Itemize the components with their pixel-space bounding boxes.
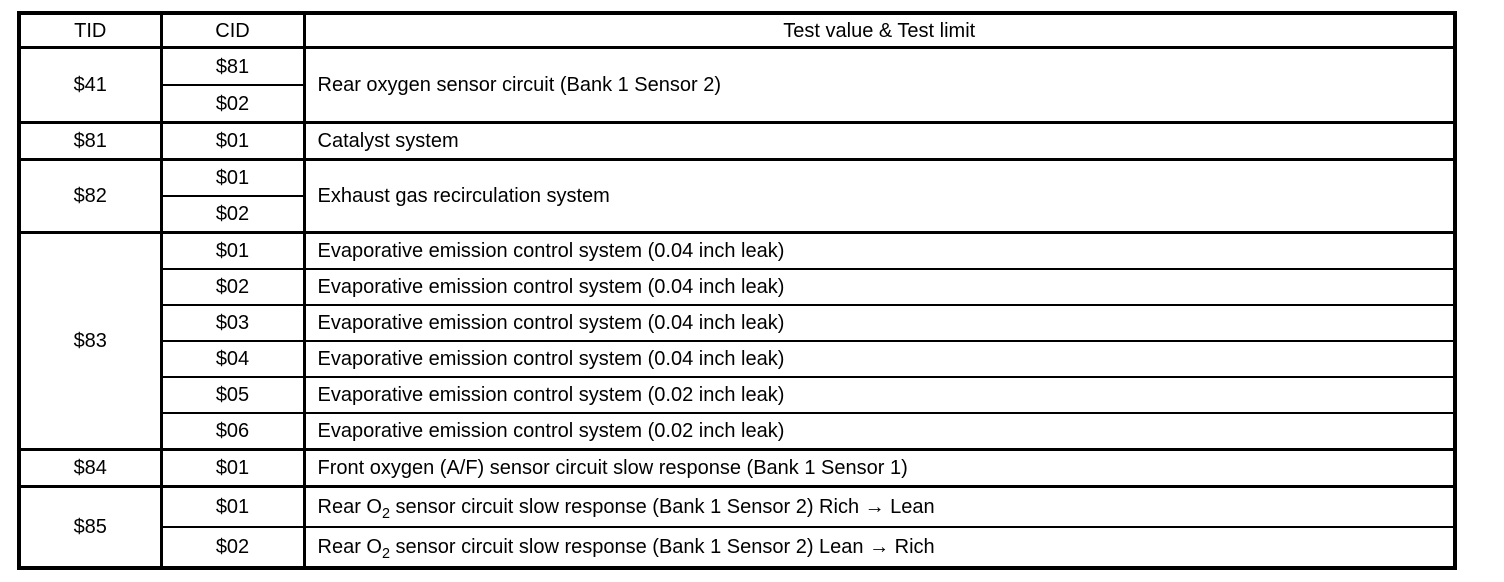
cell-cid: $02 <box>159 195 306 234</box>
cell-cid: $01 <box>159 121 306 161</box>
table-row: $82 $01 Exhaust gas recirculation system <box>17 158 1457 234</box>
cell-tid: $83 <box>17 231 163 451</box>
table-row: $03 Evaporative emission control system … <box>19 304 1457 342</box>
cell-tid: $82 <box>17 158 163 234</box>
table-row: $84 $01 Front oxygen (A/F) sensor circui… <box>17 448 1457 488</box>
table-row: $41 $81 Rear oxygen sensor circuit (Bank… <box>17 46 1457 124</box>
test-id-table: TID CID Test value & Test limit $41 $81 … <box>17 11 1457 570</box>
cell-description: Front oxygen (A/F) sensor circuit slow r… <box>302 448 1457 488</box>
table-row: $02 Rear O2 sensor circuit slow response… <box>19 526 1457 569</box>
table-row: $02 Evaporative emission control system … <box>19 268 1457 306</box>
desc-text: Rear O <box>317 536 382 558</box>
table-row: $83 $01 Evaporative emission control sys… <box>17 231 1457 451</box>
desc-text: sensor circuit slow response (Bank 1 Sen… <box>389 496 935 518</box>
table-row: $04 Evaporative emission control system … <box>19 340 1457 378</box>
cell-description: Catalyst system <box>302 121 1457 161</box>
header-row: TID CID Test value & Test limit <box>17 12 1457 49</box>
cell-description: Rear O2 sensor circuit slow response (Ba… <box>302 485 1457 528</box>
cell-description: Rear O2 sensor circuit slow response (Ba… <box>302 526 1457 569</box>
cell-tid: $84 <box>17 448 163 488</box>
cell-description: Evaporative emission control system (0.0… <box>302 376 1457 414</box>
cell-tid: $81 <box>17 121 163 161</box>
table-row: $02 <box>19 195 1455 234</box>
column-header-test-value: Test value & Test limit <box>302 12 1457 49</box>
cell-description: Evaporative emission control system (0.0… <box>302 304 1457 342</box>
cell-cid: $02 <box>159 268 306 306</box>
cell-cid: $02 <box>159 84 306 124</box>
desc-text: Rear O <box>317 496 382 518</box>
cell-tid: $41 <box>17 46 163 124</box>
cell-cid: $04 <box>159 340 306 378</box>
cell-cid: $02 <box>159 526 306 569</box>
desc-subscript: 2 <box>381 506 390 522</box>
cell-cid: $01 <box>159 485 306 528</box>
desc-subscript: 2 <box>381 546 390 562</box>
cell-description: Evaporative emission control system (0.0… <box>302 412 1457 451</box>
cell-tid: $85 <box>17 485 163 569</box>
cell-description: Evaporative emission control system (0.0… <box>302 268 1457 306</box>
cell-description: Rear oxygen sensor circuit (Bank 1 Senso… <box>302 46 1457 124</box>
cell-cid: $03 <box>159 304 306 342</box>
cell-cid: $01 <box>159 231 306 270</box>
table-row: $05 Evaporative emission control system … <box>19 376 1457 414</box>
cell-cid: $01 <box>159 448 306 488</box>
table-row: $85 $01 Rear O2 sensor circuit slow resp… <box>17 485 1457 569</box>
table-row: $02 <box>19 84 1455 124</box>
table-row: $06 Evaporative emission control system … <box>19 412 1457 451</box>
cell-description: Evaporative emission control system (0.0… <box>302 340 1457 378</box>
cell-description: Exhaust gas recirculation system <box>302 158 1457 234</box>
desc-text: sensor circuit slow response (Bank 1 Sen… <box>389 536 935 558</box>
cell-cid: $81 <box>159 46 306 86</box>
cell-description: Evaporative emission control system (0.0… <box>302 231 1457 270</box>
cell-cid: $06 <box>159 412 306 451</box>
column-header-tid: TID <box>17 12 163 49</box>
column-header-cid: CID <box>159 12 306 49</box>
cell-cid: $01 <box>159 158 306 197</box>
cell-cid: $05 <box>159 376 306 414</box>
table-row: $81 $01 Catalyst system <box>17 121 1457 161</box>
